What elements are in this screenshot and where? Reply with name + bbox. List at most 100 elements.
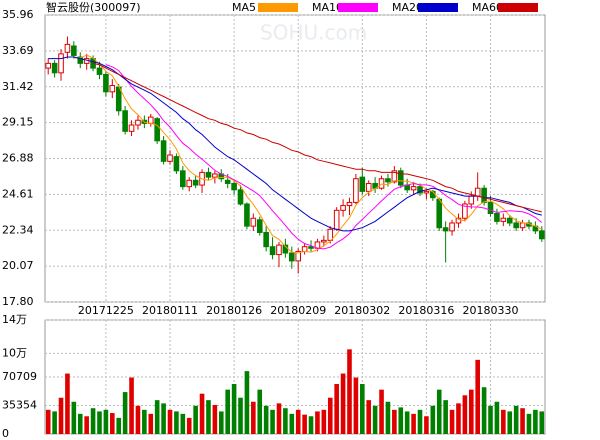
legend-swatch [258, 3, 298, 12]
volume-bar [122, 392, 128, 434]
candle-body [205, 171, 212, 178]
ma-line [73, 54, 543, 254]
candle-body [237, 189, 244, 205]
volume-bar [97, 411, 102, 434]
volume-bar [398, 407, 404, 434]
candle-body [135, 119, 141, 126]
volume-tick-label: 14万 [2, 313, 27, 326]
legend-label: MA5 [232, 1, 256, 14]
candle-body [436, 198, 443, 229]
volume-tick-label: 35354 [2, 399, 37, 412]
volume-bar [231, 384, 237, 434]
volume-tick-label: 10万 [2, 346, 27, 359]
volume-bar [174, 411, 179, 434]
volume-bar [283, 408, 288, 434]
volume-bar [45, 409, 51, 434]
candle-body [276, 244, 282, 256]
candle-body [103, 73, 109, 93]
x-tick-label: 20180302 [334, 304, 390, 317]
volume-bar [456, 403, 461, 434]
candle-body [212, 173, 218, 178]
y-tick-label: 24.61 [2, 187, 34, 200]
ma-line [105, 64, 543, 250]
volume-bar [411, 413, 416, 434]
x-tick-label: 20180316 [398, 304, 454, 317]
candle-body [378, 178, 385, 189]
volume-bar [539, 411, 545, 434]
volume-bar [295, 409, 301, 434]
candle-body [321, 239, 327, 243]
volume-bar [180, 413, 186, 434]
volume-bar [321, 409, 327, 434]
candle-body [301, 246, 308, 252]
volume-bar [58, 397, 64, 434]
candle-body [397, 170, 404, 186]
candle-body [519, 222, 526, 229]
candle-body [417, 186, 423, 194]
volume-bar [135, 405, 141, 434]
y-tick-label: 33.69 [2, 44, 34, 57]
legend-swatch [418, 3, 458, 12]
candle-body [186, 179, 193, 188]
volume-bar [270, 409, 275, 434]
candle-body [250, 217, 257, 227]
candle-body [154, 118, 160, 142]
volume-bar [289, 413, 295, 434]
y-tick-label: 35.96 [2, 8, 34, 21]
candle-body [128, 124, 135, 132]
volume-bar [193, 405, 198, 434]
candle-body [333, 209, 340, 230]
volume-bar [372, 405, 378, 434]
volume-bar [507, 411, 513, 434]
candle-body [455, 217, 462, 224]
volume-bar [379, 389, 384, 434]
volume-bar [366, 400, 372, 434]
candle-body [449, 222, 455, 232]
volume-bar [501, 409, 506, 434]
volume-bar [129, 377, 134, 434]
candle-body [173, 156, 180, 172]
candle-body [77, 56, 84, 64]
candle-body [359, 176, 366, 192]
candle-body [180, 170, 186, 188]
candle-body [51, 62, 58, 74]
candle-body [327, 228, 334, 241]
candle-body [538, 230, 545, 240]
volume-bar [513, 405, 519, 434]
candle-body [58, 53, 64, 74]
candle-body [224, 179, 231, 184]
candle-body [122, 110, 128, 132]
volume-bar [443, 400, 448, 434]
legend-swatch [338, 3, 378, 12]
ma-line [48, 56, 542, 232]
volume-bar [488, 405, 493, 434]
volume-tick-label: 70709 [2, 370, 37, 383]
candle-body [353, 178, 359, 203]
y-tick-label: 31.42 [2, 80, 34, 93]
candle-body [340, 205, 346, 211]
candle-body [494, 212, 500, 222]
volume-bar [199, 393, 205, 434]
candle-body [365, 182, 372, 192]
volume-bar [424, 416, 429, 434]
candle-body [288, 252, 295, 262]
volume-bar [449, 409, 455, 434]
volume-bar [533, 409, 538, 434]
candle-body [231, 182, 237, 191]
volume-bar [385, 401, 391, 434]
y-tick-label: 22.34 [2, 223, 34, 236]
candle-body [269, 246, 276, 256]
volume-bar [212, 404, 218, 434]
volume-bar [308, 416, 314, 434]
x-tick-label: 20180111 [142, 304, 198, 317]
candle-body [468, 195, 475, 205]
volume-bar [462, 395, 468, 434]
candle-body [462, 203, 468, 219]
candle-body [192, 179, 199, 186]
candle-body [346, 201, 353, 207]
volume-bar [77, 413, 83, 434]
volume-bar [315, 411, 320, 434]
volume-bar [347, 349, 352, 434]
volume-bar [392, 409, 397, 434]
